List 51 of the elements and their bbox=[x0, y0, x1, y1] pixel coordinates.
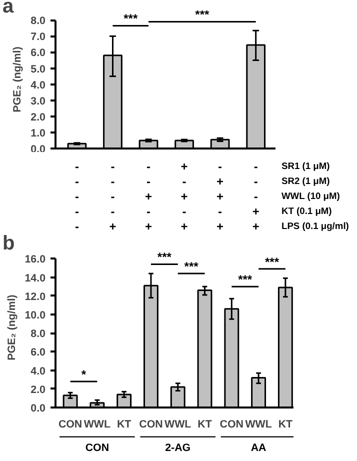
x-tick-label: - - + - + bbox=[145, 160, 152, 234]
x-tick-label: WWL bbox=[84, 418, 111, 430]
y-tick-label: 3.0 bbox=[30, 95, 46, 108]
x-tick-label: - - - + + bbox=[252, 160, 260, 234]
x-tick-label: WWL bbox=[164, 418, 192, 430]
y-tick-label: 5.0 bbox=[30, 63, 46, 76]
annotation: *** bbox=[195, 8, 210, 22]
annotation: *** bbox=[184, 260, 199, 274]
annotation: * bbox=[81, 367, 86, 382]
text: 2-AG bbox=[165, 442, 191, 454]
y-tick-label: 2.0 bbox=[30, 111, 46, 124]
y-tick-label: 4.0 bbox=[30, 79, 46, 92]
x-tick-label: CON bbox=[220, 418, 244, 430]
text: SR1 (1 μM) bbox=[282, 161, 330, 171]
annotation: *** bbox=[124, 12, 138, 26]
text: AA bbox=[250, 442, 267, 454]
text: KT (0.1 μM) bbox=[282, 206, 332, 216]
y-tick-label: 10.0 bbox=[24, 309, 46, 322]
annotation: *** bbox=[264, 254, 280, 269]
y-tick-label: 8.0 bbox=[30, 328, 46, 340]
text: WWL (10 μM) bbox=[282, 191, 340, 201]
y-tick-label: 7.0 bbox=[30, 31, 46, 44]
y-tick-label: 2.0 bbox=[30, 384, 46, 396]
y-tick-label: 12.0 bbox=[24, 290, 46, 303]
text: LPS (0.1 μg/ml) bbox=[282, 221, 349, 231]
chart-title: b bbox=[2, 232, 15, 254]
x-tick-label: KT bbox=[278, 418, 294, 430]
y-tick-label: 6.0 bbox=[30, 346, 46, 359]
x-tick-label: - - - - + bbox=[109, 160, 116, 234]
y-tick-label: 1.0 bbox=[30, 127, 46, 140]
x-tick-label: - + + - + bbox=[216, 160, 224, 234]
x-tick-label: + - + - + bbox=[180, 160, 188, 234]
y-tick-label: 6.0 bbox=[30, 47, 46, 60]
x-tick-label: KT bbox=[198, 418, 212, 430]
y-tick-label: 4.0 bbox=[30, 365, 46, 378]
text: CON bbox=[85, 442, 110, 454]
x-tick-label: CON bbox=[58, 418, 82, 430]
x-tick-label: - - - - - bbox=[74, 160, 79, 234]
text: SR2 (1 μM) bbox=[282, 176, 330, 186]
x-tick-label: KT bbox=[116, 418, 132, 430]
chart-title: a bbox=[2, 0, 14, 18]
y-axis-title: PGE₂ (ng/ml) bbox=[12, 46, 24, 112]
annotation: *** bbox=[157, 250, 172, 264]
y-tick-label: 0.0 bbox=[30, 402, 46, 414]
y-axis-title: PGE₂ (ng/ml) bbox=[6, 294, 18, 360]
y-tick-label: 16.0 bbox=[24, 254, 46, 266]
x-tick-label: CON bbox=[139, 418, 163, 430]
y-tick-label: 8.0 bbox=[30, 15, 46, 28]
annotation: *** bbox=[238, 272, 252, 287]
x-tick-label: WWL bbox=[245, 418, 272, 430]
y-tick-label: 14.0 bbox=[24, 272, 46, 284]
